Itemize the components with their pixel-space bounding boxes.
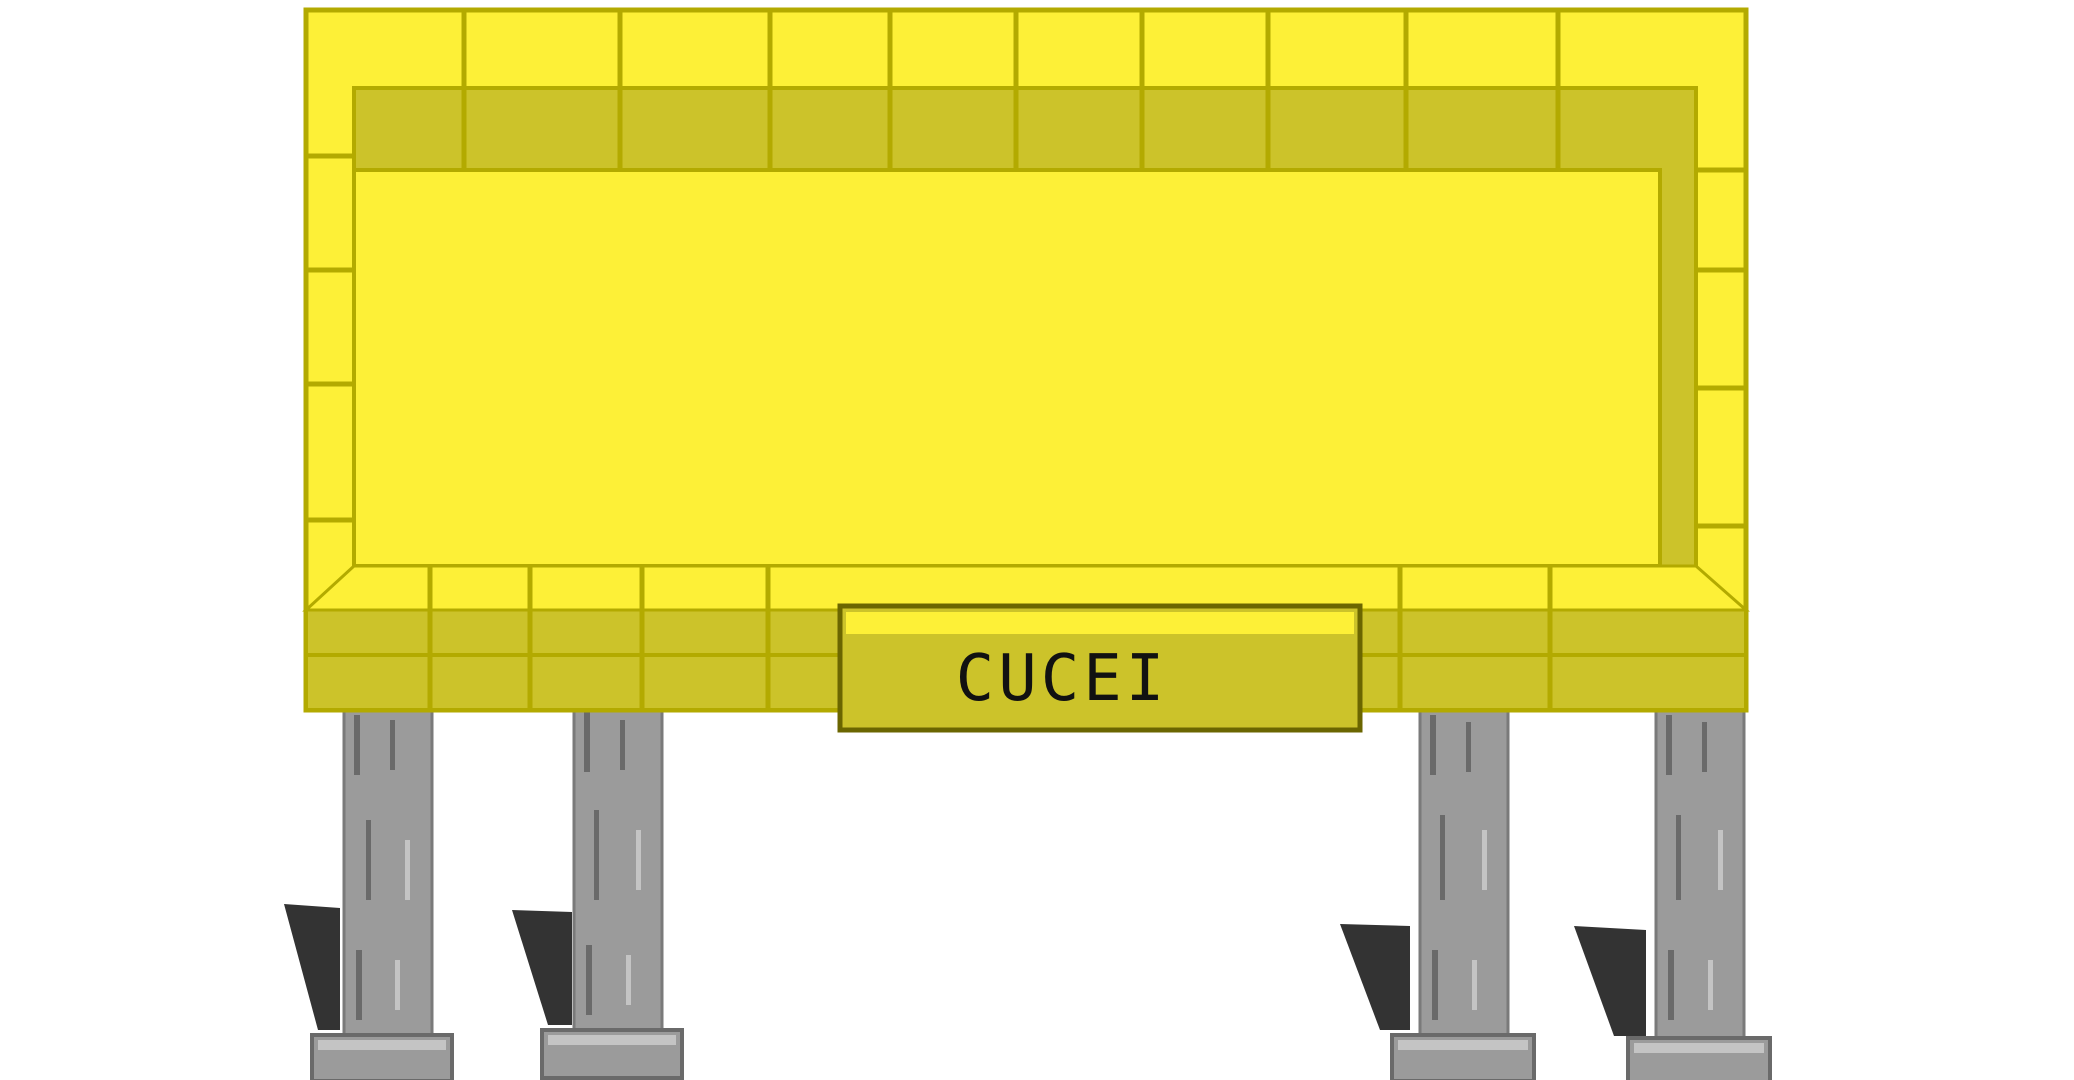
support-post-4 [1626, 698, 1772, 1080]
support-post-1 [310, 698, 454, 1080]
name-plaque: CUCEI [837, 603, 1363, 733]
frame-tile-lines [306, 10, 1746, 710]
post-shadow-2 [512, 910, 572, 1025]
support-post-3 [1390, 698, 1536, 1080]
billboard-display-panel [352, 168, 1662, 568]
name-plaque-label: CUCEI [956, 642, 1169, 716]
post-shadows [284, 904, 1646, 1036]
post-shadow-1 [284, 904, 340, 1030]
billboard-bevel [302, 564, 1750, 612]
post-shadow-4 [1574, 926, 1646, 1036]
billboard [302, 7, 1750, 713]
post-shadow-3 [1340, 924, 1410, 1030]
